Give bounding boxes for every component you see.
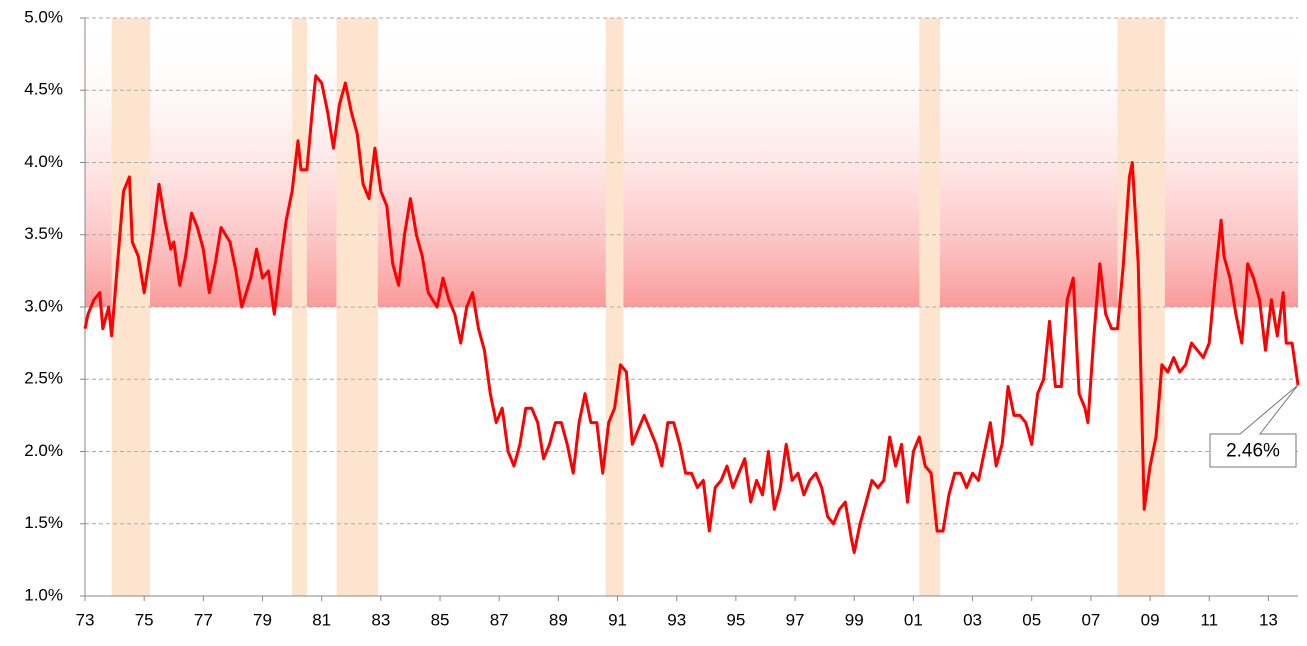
y-tick-label: 4.5% xyxy=(24,80,63,99)
annotation-callout xyxy=(1209,384,1299,468)
recession-band xyxy=(336,18,378,596)
y-tick-label: 5.0% xyxy=(24,7,63,26)
annotation-label: 2.46% xyxy=(1226,441,1280,462)
x-tick-label: 13 xyxy=(1259,610,1278,629)
y-tick-label: 2.0% xyxy=(24,441,63,460)
x-tick-label: 03 xyxy=(963,610,982,629)
x-tick-label: 07 xyxy=(1081,610,1100,629)
y-tick-label: 4.0% xyxy=(24,152,63,171)
data-line xyxy=(83,74,1300,555)
x-tick-label: 77 xyxy=(194,610,213,629)
x-tick-label: 11 xyxy=(1200,610,1218,629)
recession-band xyxy=(919,18,941,596)
y-tick-label: 2.5% xyxy=(24,369,63,388)
x-tick-label: 91 xyxy=(608,610,627,629)
x-tick-label: 97 xyxy=(786,610,805,629)
x-tick-label: 93 xyxy=(667,610,686,629)
x-tick-label: 81 xyxy=(312,610,331,629)
x-tick-label: 89 xyxy=(549,610,568,629)
x-tick-label: 05 xyxy=(1022,610,1041,629)
x-tick-label: 09 xyxy=(1141,610,1160,629)
x-tick-label: 73 xyxy=(76,610,95,629)
x-tick-label: 85 xyxy=(431,610,450,629)
x-tick-label: 99 xyxy=(845,610,864,629)
y-tick-label: 3.0% xyxy=(24,296,63,315)
x-tick-label: 95 xyxy=(726,610,745,629)
x-tick-label: 83 xyxy=(371,610,390,629)
y-tick-label: 1.5% xyxy=(24,513,63,532)
x-tick-label: 01 xyxy=(904,610,923,629)
y-tick-label: 1.0% xyxy=(24,585,63,604)
x-tick-label: 87 xyxy=(490,610,509,629)
x-tick-label: 75 xyxy=(135,610,154,629)
y-tick-label: 3.5% xyxy=(24,224,63,243)
x-tick-label: 79 xyxy=(253,610,272,629)
